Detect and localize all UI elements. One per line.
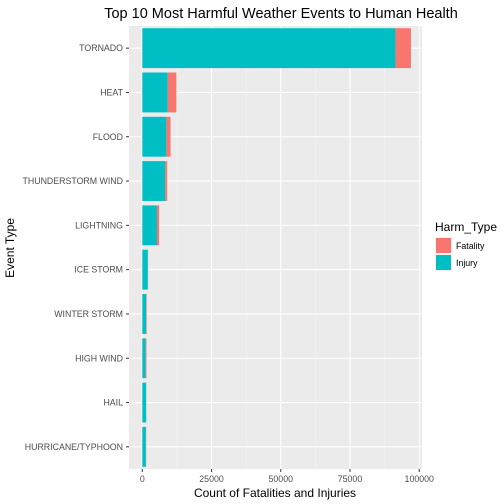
legend-label-fatality: Fatality	[456, 241, 485, 251]
bar-fatality	[145, 338, 147, 379]
x-axis-title: Count of Fatalities and Injuries	[194, 486, 356, 500]
bar-injury	[142, 205, 157, 246]
chart-title: Top 10 Most Harmful Weather Events to Hu…	[104, 6, 458, 22]
legend-title: Harm_Type	[435, 220, 497, 234]
y-tick-label: LIGHTNING	[75, 220, 123, 230]
x-tick-label: 0	[140, 474, 145, 484]
bars	[142, 28, 411, 467]
bar-injury	[142, 72, 168, 113]
bar-injury	[142, 338, 146, 379]
bar-injury	[142, 426, 146, 467]
y-tick-label: HIGH WIND	[75, 353, 123, 363]
bar-injury	[142, 28, 396, 69]
y-tick-label: HURRICANE/TYPHOON	[25, 442, 123, 452]
bar-fatality	[165, 161, 168, 201]
x-axis: 0 25000 50000 75000 100000	[140, 469, 434, 484]
bar-fatality	[146, 294, 147, 334]
legend-key-injury	[436, 255, 451, 270]
legend-key-fatality	[436, 238, 451, 253]
bar-injury	[142, 382, 147, 423]
x-tick-label: 75000	[338, 474, 363, 484]
bar-fatality	[156, 205, 160, 246]
legend-label-injury: Injury	[456, 258, 478, 268]
y-tick-label: ICE STORM	[74, 265, 123, 275]
y-axis-title: Event Type	[3, 218, 17, 278]
bar-injury	[142, 294, 147, 334]
legend: Harm_Type Fatality Injury	[435, 220, 497, 271]
x-tick-label: 50000	[269, 474, 294, 484]
bar-injury	[142, 249, 148, 290]
bar-fatality	[395, 28, 411, 69]
y-tick-label: TORNADO	[79, 43, 123, 53]
bar-injury	[142, 161, 166, 201]
bar-fatality	[166, 116, 171, 157]
bar-injury	[142, 116, 167, 157]
y-tick-label: HEAT	[100, 87, 123, 97]
y-axis: TORNADO HEAT FLOOD THUNDERSTORM WIND LIGHTNI…	[22, 43, 129, 452]
y-tick-label: WINTER STORM	[54, 309, 123, 319]
y-tick-label: FLOOD	[93, 132, 123, 142]
x-tick-label: 25000	[199, 474, 224, 484]
y-tick-label: THUNDERSTORM WIND	[22, 176, 123, 186]
bar-fatality	[167, 72, 177, 113]
x-tick-label: 100000	[405, 474, 434, 484]
plot-panel	[129, 26, 422, 469]
y-tick-label: HAIL	[103, 398, 123, 408]
